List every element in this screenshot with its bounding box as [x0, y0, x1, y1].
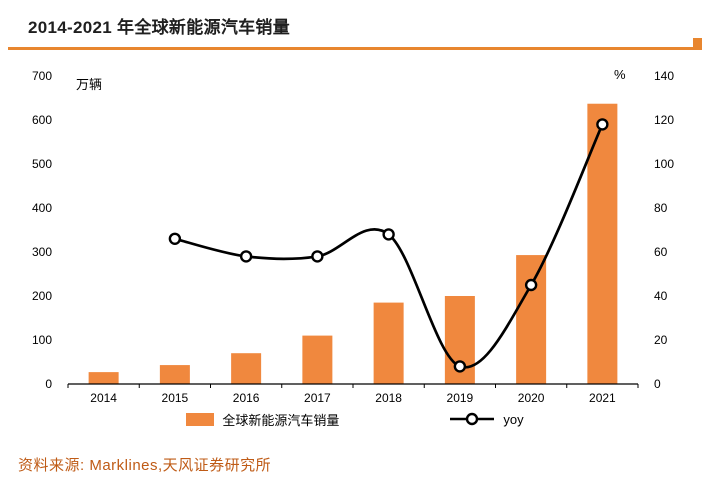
combo-chart-svg: 0 100 200 300 400 500 600 700 0 20 40 60 80 100 120 140…: [32, 67, 674, 405]
left-axis-tick-label: 500: [32, 157, 52, 171]
page-title: 2014-2021 年全球新能源汽车销量: [28, 18, 291, 37]
line-legend-label: yoy: [503, 411, 524, 427]
legend-item-yoy: yoy: [449, 411, 524, 427]
right-axis-tick-label: 60: [654, 245, 668, 259]
x-axis-label: 2020: [518, 391, 545, 404]
x-axis-label: 2019: [447, 391, 474, 404]
x-axis-label: 2018: [375, 391, 402, 404]
right-axis-tick-label: 80: [654, 201, 668, 215]
chart-area: 0 100 200 300 400 500 600 700 0 20 40 60 80 100 120 140…: [0, 52, 710, 405]
yoy-marker: [596, 118, 609, 131]
bar-legend-swatch: [186, 412, 215, 426]
legend-item-sales: 全球新能源汽车销量: [186, 410, 339, 429]
source-note: 资料来源: Marklines,天风证券研究所: [18, 457, 272, 474]
right-axis-unit-label: %: [614, 67, 626, 82]
right-axis-tick-label: 100: [654, 157, 674, 171]
sales-bar: [231, 353, 262, 384]
left-axis-tick-label: 0: [45, 377, 52, 391]
left-axis-tick-label: 600: [32, 113, 52, 127]
sales-bar: [516, 255, 547, 384]
left-axis-tick-label: 200: [32, 289, 52, 303]
left-axis-tick-label: 300: [32, 245, 52, 259]
yoy-marker: [453, 360, 467, 373]
sales-bar: [159, 365, 190, 384]
x-axis-label: 2021: [589, 391, 616, 404]
yoy-marker: [168, 232, 182, 246]
right-axis-tick-label: 20: [654, 333, 668, 347]
right-axis-tick-label: 120: [654, 113, 674, 127]
x-axis-label: 2014: [90, 391, 117, 404]
x-axis-label: 2015: [162, 391, 189, 404]
chart-legend: 全球新能源汽车销量 yoy: [0, 408, 710, 430]
left-axis-tick-label: 100: [32, 333, 52, 347]
right-axis-tick-label: 40: [654, 289, 668, 303]
sales-bar: [373, 302, 404, 384]
right-axis-tick-label: 140: [654, 69, 674, 83]
yoy-marker: [239, 250, 253, 263]
left-axis-tick-label: 400: [32, 201, 52, 215]
sales-bar: [88, 372, 119, 384]
figure-header: 2014-2021 年全球新能源汽车销量: [0, 0, 710, 38]
corner-accent-square: [693, 38, 702, 47]
left-axis-tick-label: 700: [32, 69, 52, 83]
sales-bar: [587, 103, 618, 384]
x-axis-label: 2017: [304, 391, 331, 404]
x-axis-label: 2016: [233, 391, 260, 404]
yoy-marker: [311, 250, 324, 263]
sales-bar: [302, 335, 333, 384]
right-axis-tick-label: 0: [654, 377, 661, 391]
bar-legend-label: 全球新能源汽车销量: [222, 412, 340, 428]
title-underline: [8, 38, 702, 50]
yoy-marker: [524, 278, 538, 292]
left-axis-unit-label: 万辆: [76, 77, 102, 92]
yoy-line: [174, 123, 604, 369]
line-legend-swatch: [450, 412, 495, 426]
yoy-marker: [382, 228, 395, 241]
